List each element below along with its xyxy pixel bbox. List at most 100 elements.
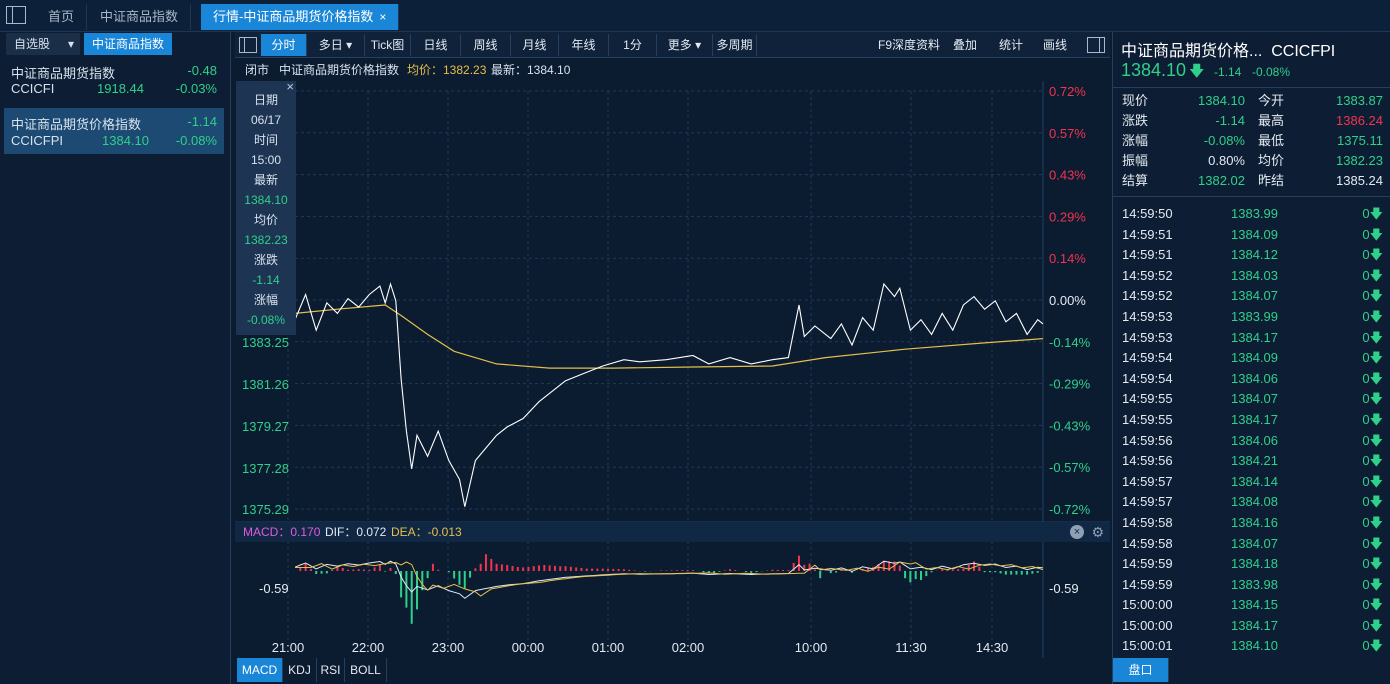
quote-row: 振幅 0.80% 均价 1382.23	[1113, 151, 1390, 171]
tab-boll[interactable]: BOLL	[345, 658, 387, 682]
toolbar-item-tick[interactable]: Tick图	[365, 34, 411, 56]
tick-time: 14:59:56	[1122, 432, 1173, 448]
tick-volume-value: 0	[1362, 391, 1370, 407]
tick-time: 15:00:00	[1122, 597, 1173, 613]
tick-volume: 0🡇	[1362, 286, 1383, 307]
tab-active-quote[interactable]: 行情-中证商品期货价格指数 ×	[201, 4, 400, 30]
stock-pct: -0.03%	[175, 81, 217, 96]
toolbar-item-1min[interactable]: 1分	[609, 34, 657, 56]
list-item[interactable]: 中证商品期货指数 -0.48 CCICFI 1918.44 -0.03%	[4, 62, 224, 98]
tick-volume: 0🡇	[1362, 636, 1383, 657]
macd-axis-label-right: -0.59	[1049, 581, 1079, 596]
tick-price: 1384.09	[1231, 226, 1278, 242]
stock-code: CCICFPI	[11, 133, 63, 148]
toolbar-item-stats[interactable]: 统计	[998, 38, 1023, 52]
quote-value: -0.08%	[1203, 133, 1245, 148]
tooltip-change-value: -1.14	[252, 273, 280, 287]
tooltip-last-value: 1384.10	[244, 193, 288, 207]
tick-time: 14:59:53	[1122, 329, 1173, 345]
quote-label: 结算	[1122, 173, 1149, 188]
down-arrow-icon: 🡇	[1369, 556, 1383, 572]
stock-pct: -0.08%	[175, 133, 217, 148]
sidebar-toggle-icon[interactable]	[239, 37, 257, 53]
layout-toggle-icon[interactable]	[6, 6, 26, 24]
toolbar-item-yearly[interactable]: 年线	[559, 34, 609, 56]
tick-time: 14:59:51	[1122, 226, 1173, 242]
tick-time: 14:59:59	[1122, 556, 1173, 572]
toolbar-item-multiperiod[interactable]: 多周期	[713, 34, 757, 56]
tab-index[interactable]: 中证商品指数	[88, 4, 192, 30]
quote-row: 现价 1384.10 今开 1383.87	[1113, 91, 1390, 111]
tick-price: 1384.10	[1231, 638, 1278, 654]
tick-price: 1383.99	[1231, 206, 1278, 221]
toolbar-item-monthly[interactable]: 月线	[511, 34, 559, 56]
list-item-selected[interactable]: 中证商品期货价格指数 -1.14 CCICFPI 1384.10 -0.08%	[4, 108, 224, 154]
tick-volume: 0🡇	[1362, 616, 1383, 637]
panel-toggle-icon[interactable]	[1087, 37, 1105, 53]
toolbar-item-f9[interactable]: F9深度资料	[877, 38, 940, 52]
crosshair-tooltip: × 日期 06/17 时间 15:00 最新 1384.10 均价 1382.2…	[236, 79, 296, 335]
down-arrow-icon: 🡇	[1369, 411, 1383, 427]
quote-value: 1386.24	[1336, 113, 1383, 128]
tick-volume: 0🡇	[1362, 204, 1383, 225]
tick-row: 14:59:59 1383.98 0🡇	[1113, 575, 1390, 596]
tab-kdj[interactable]: KDJ	[283, 658, 317, 682]
x-tick-label: 23:00	[432, 640, 465, 655]
close-icon[interactable]: ×	[1070, 525, 1084, 539]
tooltip-change-label: 涨跌	[253, 253, 278, 267]
tick-price: 1384.06	[1231, 432, 1278, 448]
toolbar-item-more[interactable]: 更多 ▾	[657, 34, 713, 56]
tick-row: 14:59:53 1384.17 0🡇	[1113, 328, 1390, 349]
tab-index-list[interactable]: 中证商品指数	[84, 33, 173, 55]
toolbar-item-daily[interactable]: 日线	[411, 34, 461, 56]
chevron-down-icon[interactable]: ▾	[67, 37, 74, 51]
tick-row: 15:00:01 1384.10 0🡇	[1113, 636, 1390, 657]
tick-row: 14:59:58 1384.07 0🡇	[1113, 534, 1390, 555]
tick-time: 15:00:01	[1122, 638, 1173, 654]
close-icon[interactable]: ×	[379, 10, 387, 24]
tick-time: 14:59:58	[1122, 535, 1173, 551]
tooltip-pct-label: 涨幅	[253, 293, 278, 307]
toolbar-item-multiday[interactable]: 多日 ▾	[307, 34, 365, 56]
tick-volume-value: 0	[1362, 617, 1370, 633]
tick-time: 14:59:59	[1122, 576, 1173, 592]
macd-axis-label-left: -0.59	[259, 581, 289, 596]
intraday-chart[interactable]: 1383.25 1381.26 1379.27 1377.28 1375.29 0.72%…	[235, 81, 1110, 658]
divider	[1113, 196, 1390, 197]
stock-price: 1918.44	[97, 81, 144, 96]
tick-price: 1384.09	[1231, 350, 1278, 366]
down-arrow-icon: 🡇	[1369, 391, 1383, 407]
tick-time: 14:59:57	[1122, 473, 1173, 489]
tab-rsi[interactable]: RSI	[317, 658, 345, 682]
y-tick-label-right: 0.00%	[1049, 293, 1086, 308]
tick-volume-value: 0	[1362, 247, 1370, 263]
toolbar-item-draw[interactable]: 画线	[1042, 38, 1067, 52]
x-tick-label: 14:30	[976, 640, 1009, 655]
tick-price: 1384.17	[1231, 617, 1278, 633]
tick-volume: 0🡇	[1362, 245, 1383, 266]
macd-value: MACD：0.170	[243, 525, 321, 539]
tab-orderbook[interactable]: 盘口	[1113, 658, 1169, 682]
x-tick-label: 02:00	[672, 640, 705, 655]
down-arrow-icon: 🡇	[1369, 267, 1383, 283]
tooltip-avg-value: 1382.23	[244, 233, 288, 247]
quote-value: 0.80%	[1208, 153, 1245, 168]
tab-macd[interactable]: MACD	[237, 658, 283, 682]
tick-time: 15:00:00	[1122, 617, 1173, 633]
tick-time: 14:59:54	[1122, 350, 1173, 366]
toolbar-item-weekly[interactable]: 周线	[461, 34, 511, 56]
down-arrow-icon: 🡇	[1369, 329, 1383, 345]
price-change: -1.14	[1214, 65, 1242, 79]
close-icon[interactable]: ×	[286, 79, 294, 94]
toolbar-item-overlay[interactable]: 叠加	[952, 38, 977, 52]
tab-watchlist[interactable]: 自选股 ▾	[6, 33, 80, 55]
tick-volume: 0🡇	[1362, 225, 1383, 246]
tab-home[interactable]: 首页	[36, 4, 88, 30]
stock-change: -1.14	[187, 114, 217, 129]
toolbar-item-intraday[interactable]: 分时	[261, 34, 307, 56]
tick-volume: 0🡇	[1362, 534, 1383, 555]
gear-icon[interactable]: ⚙	[1091, 524, 1104, 540]
down-arrow-icon: 🡇	[1369, 432, 1383, 448]
tick-row: 14:59:53 1383.99 0🡇	[1113, 307, 1390, 328]
quote-value: 1384.10	[1198, 93, 1245, 108]
